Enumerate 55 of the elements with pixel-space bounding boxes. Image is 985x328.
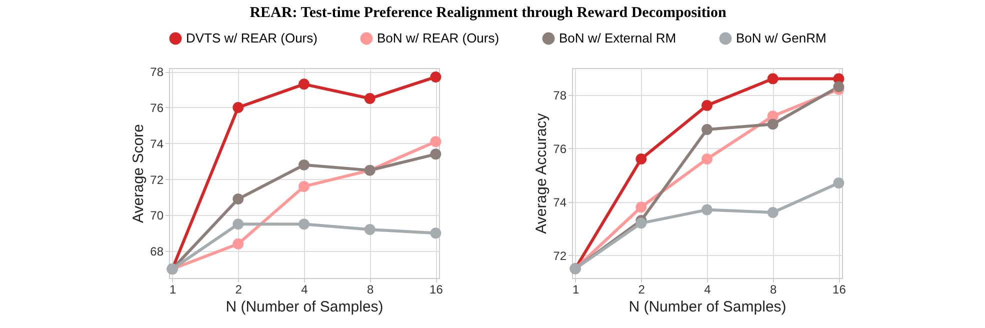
- x-tick-label: 4: [301, 282, 308, 296]
- legend-label: BoN w/ GenRM: [736, 30, 826, 46]
- x-tick-label: 2: [638, 282, 646, 296]
- point: [833, 81, 844, 92]
- point: [430, 72, 442, 82]
- point: [430, 148, 442, 160]
- point: [833, 178, 844, 188]
- point: [298, 159, 310, 170]
- x-tick-label: 16: [832, 282, 846, 296]
- x-axis-title: N (Number of Samples): [226, 298, 384, 316]
- point: [232, 194, 244, 204]
- y-tick-label: 68: [150, 244, 164, 259]
- point: [767, 118, 778, 130]
- legend-label: BoN w/ External RM: [559, 30, 676, 46]
- point: [702, 124, 712, 135]
- point: [232, 102, 244, 113]
- y-tick-label: 70: [150, 208, 164, 223]
- point: [702, 153, 712, 164]
- point: [298, 78, 310, 90]
- point: [364, 93, 376, 104]
- y-axis-title: Average Accuracy: [533, 112, 550, 234]
- text: REAR: Test-time Preference Realignment through Reward Decomposition: [250, 5, 727, 21]
- y-tick-label: 78: [553, 88, 567, 102]
- x-tick-label: 8: [367, 282, 374, 296]
- x-tick-label: 1: [572, 282, 580, 296]
- point: [232, 218, 244, 230]
- y-tick-label: 78: [150, 65, 164, 80]
- y-tick-label: 72: [150, 172, 164, 187]
- point: [298, 218, 310, 230]
- x-tick-label: 8: [770, 282, 778, 296]
- y-tick-label: 76: [150, 100, 164, 115]
- y-tick-label: 72: [553, 248, 567, 263]
- x-tick-label: 16: [430, 282, 444, 296]
- y-axis-title: Average Score: [130, 124, 148, 223]
- x-tick-label: 1: [169, 282, 176, 296]
- point: [232, 238, 244, 250]
- legend-label: BoN w/ REAR (Ours): [377, 30, 500, 46]
- point: [298, 180, 310, 192]
- point: [702, 204, 712, 216]
- point: [636, 218, 647, 229]
- x-axis-title: N (Number of Samples): [628, 298, 786, 316]
- x-tick-label: 4: [704, 282, 712, 296]
- point: [636, 202, 647, 213]
- y-tick-label: 74: [150, 136, 164, 151]
- y-tick-label: 74: [553, 195, 567, 210]
- point: [636, 153, 647, 164]
- y-tick-label: 76: [553, 142, 567, 156]
- x-tick-label: 2: [235, 282, 242, 296]
- legend-label: DVTS w/ REAR (Ours): [186, 30, 318, 46]
- point: [767, 206, 778, 218]
- point: [767, 73, 778, 84]
- point: [702, 100, 712, 111]
- point: [364, 224, 376, 236]
- point: [430, 136, 442, 148]
- point: [430, 228, 442, 239]
